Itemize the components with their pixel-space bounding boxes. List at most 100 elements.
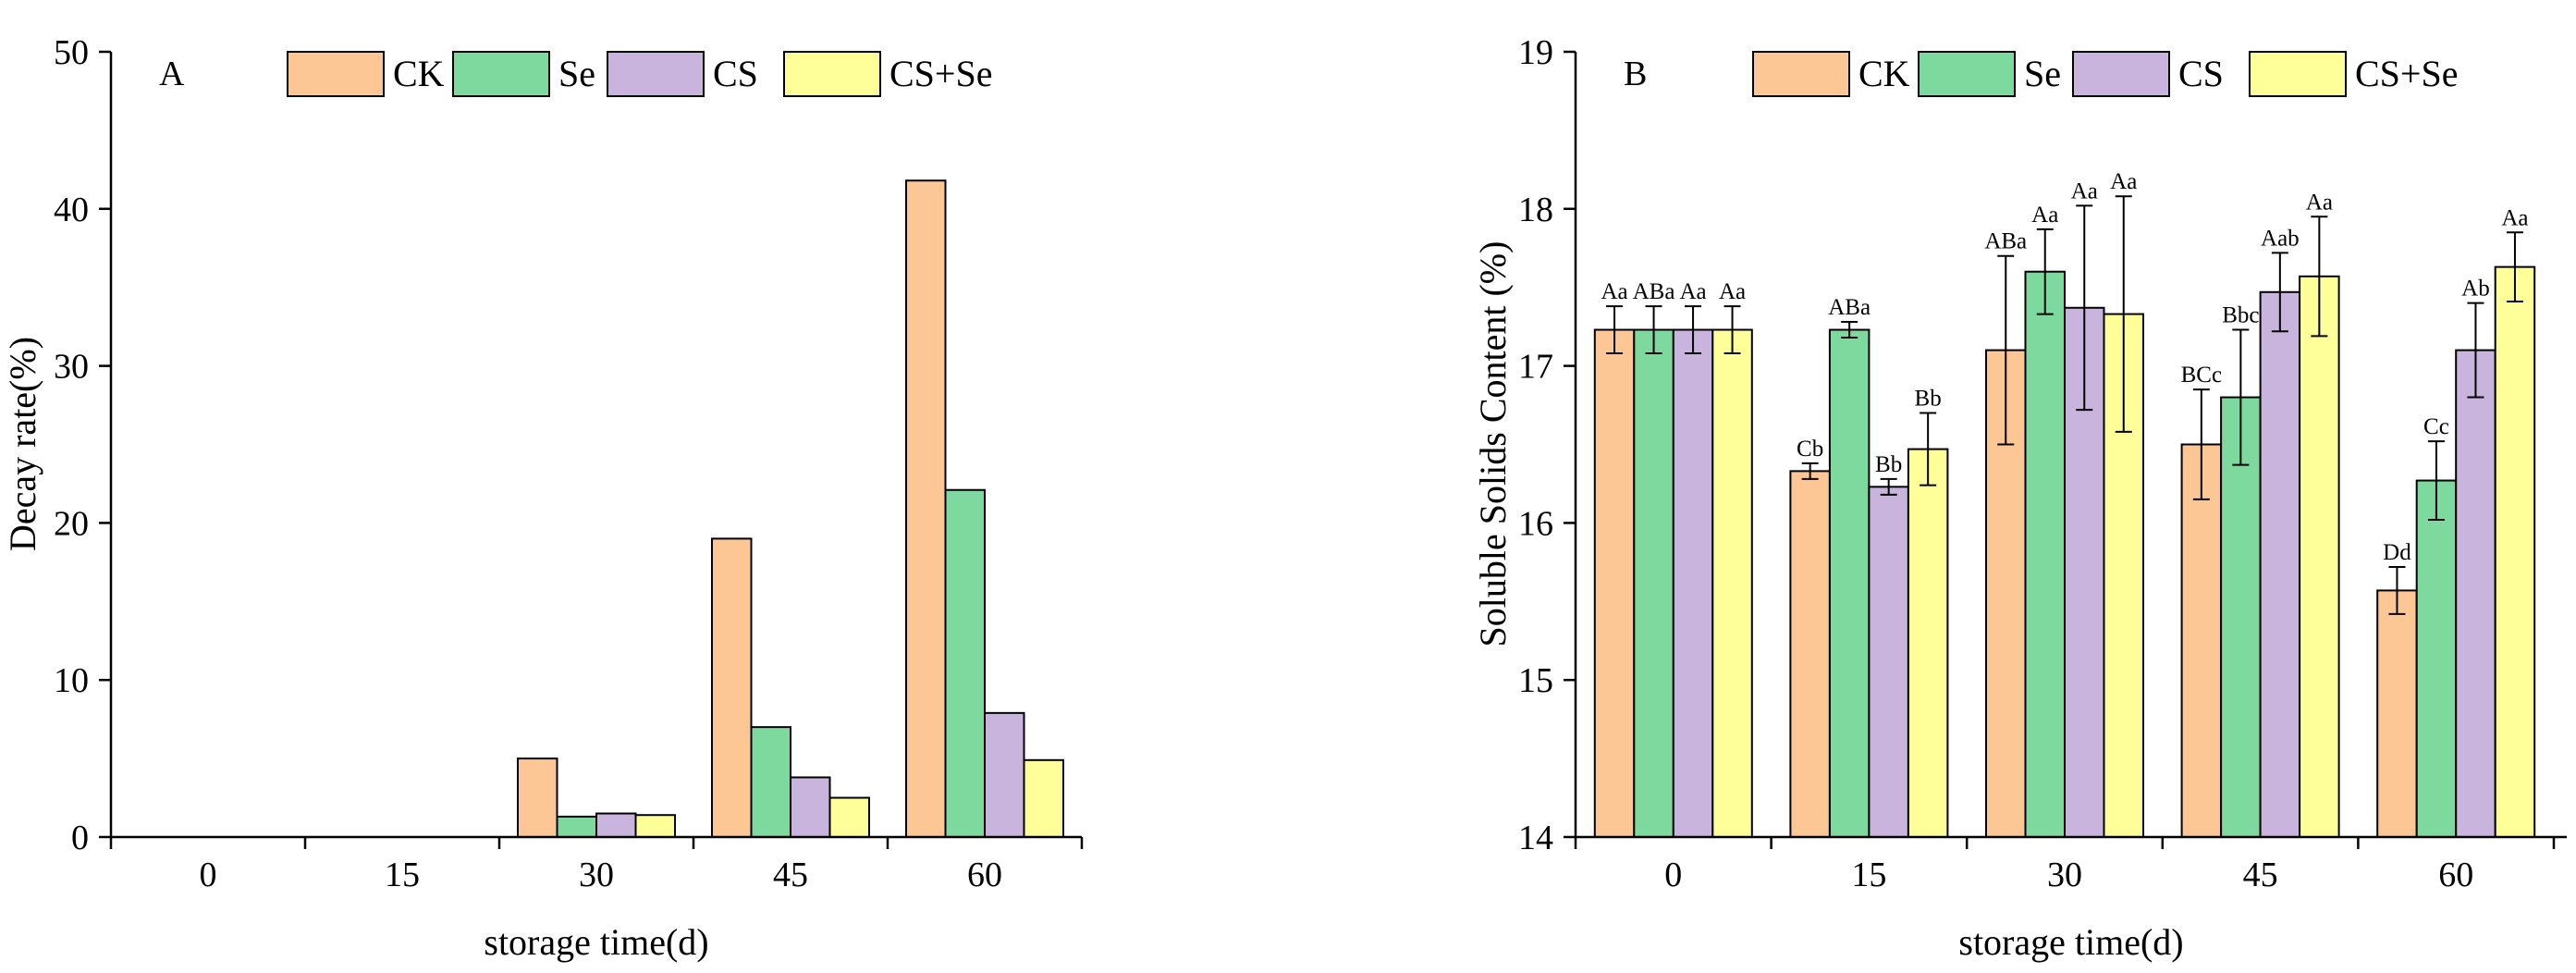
soluble-solids-significance-label: Cc xyxy=(2423,414,2449,439)
soluble-solids-bar-cs-plus-se-day-45 xyxy=(2299,275,2340,838)
soluble-solids-y-tick-label: 14 xyxy=(1518,819,1553,857)
soluble-solids-bar-cs-day-45 xyxy=(2259,290,2301,838)
soluble-solids-legend: CK Se CS CS+Se xyxy=(1752,51,2458,97)
soluble-solids-bars xyxy=(1593,265,2536,839)
decay-rate-y-label: Decay rate(%) xyxy=(2,337,43,551)
soluble-solids-y-tick-label: 19 xyxy=(1518,33,1553,72)
decay-rate-bar-ck-day-45 xyxy=(711,537,753,838)
decay-rate-bar-se-day-30 xyxy=(556,815,597,839)
decay-rate-y-tick-label: 10 xyxy=(54,661,89,700)
soluble-solids-bar-ck-day-15 xyxy=(1789,470,1831,838)
decay-rate-y-tick-label: 30 xyxy=(54,348,89,387)
soluble-solids-x-tick-label: 0 xyxy=(1664,856,1682,894)
soluble-solids-legend-swatch-cs-plus-se xyxy=(2249,51,2347,97)
soluble-solids-bar-cs-day-15 xyxy=(1868,486,1909,838)
decay-rate-panel-letter: A xyxy=(159,55,185,93)
soluble-solids-significance-label: Bb xyxy=(1875,452,1902,477)
decay-rate-bar-cs-day-60 xyxy=(984,711,1025,838)
soluble-solids-y-tick-label: 17 xyxy=(1518,348,1553,387)
soluble-solids-bar-se-day-60 xyxy=(2415,479,2458,839)
decay-rate-legend-label-cs-plus-se: CS+Se xyxy=(889,53,992,94)
soluble-solids-significance-label: Aa xyxy=(1601,279,1627,304)
soluble-solids-significance-label: Bbc xyxy=(2222,303,2259,328)
soluble-solids-y-tick-label: 15 xyxy=(1518,661,1553,700)
decay-rate-bar-cs-plus-se-day-45 xyxy=(828,796,870,838)
soluble-solids-legend-swatch-ck xyxy=(1752,51,1850,97)
decay-rate-legend-swatch-cs-plus-se xyxy=(783,51,881,97)
decay-rate-bar-cs-plus-se-day-30 xyxy=(634,814,676,839)
soluble-solids-legend-label-cs-plus-se: CS+Se xyxy=(2355,53,2458,94)
decay-rate-legend-swatch-se xyxy=(452,51,550,97)
decay-rate-x-tick-label: 30 xyxy=(579,856,614,894)
soluble-solids-y-label: Soluble Solids Content (%) xyxy=(1472,241,1514,647)
decay-rate-bar-se-day-60 xyxy=(944,488,986,838)
decay-rate-legend-label-ck: CK xyxy=(393,53,445,94)
decay-rate-legend-swatch-cs xyxy=(607,51,705,97)
decay-rate-bar-cs-plus-se-day-60 xyxy=(1023,758,1064,838)
soluble-solids-bar-ck-day-60 xyxy=(2376,589,2418,838)
soluble-solids-significance-label: Cb xyxy=(1797,437,1823,462)
soluble-solids-significance-label: Aa xyxy=(2306,190,2333,215)
decay-rate-y-ticks: 0 10 20 30 40 50 xyxy=(54,33,111,857)
soluble-solids-bar-se-day-15 xyxy=(1828,328,1871,838)
decay-rate-legend-label-se: Se xyxy=(558,53,595,94)
soluble-solids-significance-label: BCc xyxy=(2181,363,2222,388)
decay-rate-bar-ck-day-60 xyxy=(905,179,947,838)
soluble-solids-x-tick-label: 60 xyxy=(2438,856,2473,894)
soluble-solids-y-tick-label: 18 xyxy=(1518,191,1553,229)
soluble-solids-bar-ck-day-0 xyxy=(1593,328,1636,838)
soluble-solids-bar-cs-plus-se-day-60 xyxy=(2494,265,2536,839)
soluble-solids-bar-cs-day-0 xyxy=(1672,328,1714,838)
soluble-solids-significance-label: Aa xyxy=(1679,279,1706,304)
decay-rate-chart: 0 10 20 30 40 50 0 15 30 45 60 A CK Se CS CS+Se stor… xyxy=(2,33,1084,963)
soluble-solids-significance-label: Aa xyxy=(2031,203,2058,228)
soluble-solids-significance-label: Ab xyxy=(2461,277,2490,302)
decay-rate-legend: CK Se CS CS+Se xyxy=(287,51,992,97)
decay-rate-y-tick-label: 50 xyxy=(54,33,89,72)
decay-rate-y-tick-label: 0 xyxy=(71,819,89,857)
decay-rate-bars xyxy=(517,179,1064,839)
soluble-solids-bar-se-day-0 xyxy=(1633,328,1674,838)
soluble-solids-significance-label: Aa xyxy=(2110,169,2137,194)
soluble-solids-legend-label-ck: CK xyxy=(1858,53,1910,94)
decay-rate-y-tick-label: 20 xyxy=(54,504,89,543)
decay-rate-y-tick-label: 40 xyxy=(54,191,89,229)
decay-rate-bar-cs-day-45 xyxy=(790,776,831,839)
decay-rate-x-tick-label: 0 xyxy=(200,856,217,894)
soluble-solids-significance-label: ABa xyxy=(1828,295,1871,320)
soluble-solids-significance-label: ABa xyxy=(1984,229,2027,254)
soluble-solids-significance-label: Bb xyxy=(1915,387,1942,412)
soluble-solids-significance-label: ABa xyxy=(1633,279,1675,304)
soluble-solids-bar-cs-plus-se-day-15 xyxy=(1907,448,1949,838)
soluble-solids-x-label: storage time(d) xyxy=(1958,921,2183,963)
soluble-solids-panel-letter: B xyxy=(1624,55,1647,93)
soluble-solids-significance-label: Aab xyxy=(2261,226,2300,251)
soluble-solids-x-tick-label: 15 xyxy=(1851,856,1886,894)
decay-rate-bar-cs-day-30 xyxy=(595,812,637,839)
soluble-solids-bar-ck-day-45 xyxy=(2180,443,2223,838)
decay-rate-legend-swatch-ck xyxy=(287,51,385,97)
decay-rate-x-tick-label: 45 xyxy=(773,856,808,894)
soluble-solids-significance-label: Dd xyxy=(2383,540,2411,565)
soluble-solids-y-ticks: 14 15 16 17 18 19 xyxy=(1518,33,1576,857)
decay-rate-bar-ck-day-30 xyxy=(517,757,558,838)
decay-rate-legend-label-cs: CS xyxy=(713,53,758,94)
soluble-solids-x-ticks: 0 15 30 45 60 xyxy=(1574,837,2556,894)
soluble-solids-legend-label-se: Se xyxy=(2024,53,2061,94)
soluble-solids-significance-label: Aa xyxy=(1719,279,1746,304)
decay-rate-x-tick-label: 15 xyxy=(385,856,420,894)
decay-rate-x-tick-label: 60 xyxy=(967,856,1002,894)
decay-rate-x-ticks: 0 15 30 45 60 xyxy=(109,837,1084,894)
soluble-solids-error-bars xyxy=(1606,195,2523,615)
soluble-solids-significance-label: Aa xyxy=(2071,179,2098,203)
decay-rate-bar-se-day-45 xyxy=(750,726,791,839)
decay-rate-x-label: storage time(d) xyxy=(484,921,708,963)
soluble-solids-legend-swatch-se xyxy=(1918,51,2016,97)
soluble-solids-bar-se-day-30 xyxy=(2024,270,2066,839)
soluble-solids-x-tick-label: 45 xyxy=(2243,856,2278,894)
soluble-solids-legend-swatch-cs xyxy=(2072,51,2170,97)
soluble-solids-y-tick-label: 16 xyxy=(1518,504,1553,543)
